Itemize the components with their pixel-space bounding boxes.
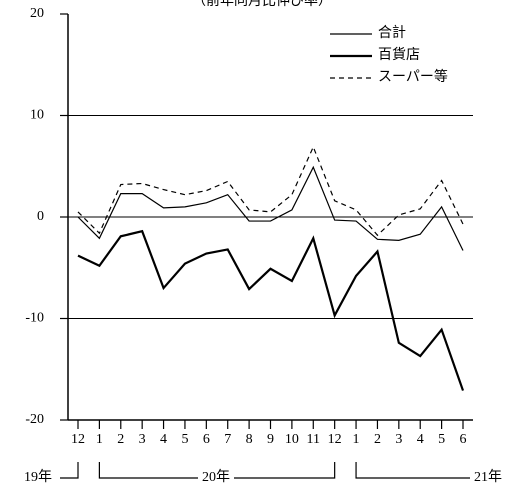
x-tick-label: 2 (374, 432, 381, 447)
x-tick-label: 12 (328, 432, 342, 447)
x-tick-label: 7 (224, 432, 231, 447)
series-line (77, 145, 464, 237)
y-tick-label: -10 (25, 311, 44, 326)
x-tick-label: 2 (117, 432, 124, 447)
group-label: 19年 (24, 469, 52, 485)
x-tick-label: 11 (307, 432, 320, 447)
x-tick-label: 9 (267, 432, 274, 447)
y-tick-label: 20 (30, 6, 44, 21)
group-label: 20年 (202, 469, 230, 485)
x-tick-label: 12 (71, 432, 85, 447)
x-tick-label: 3 (139, 432, 146, 447)
y-tick-label: -20 (25, 412, 44, 427)
group-bracket (60, 462, 79, 479)
x-tick-label: 6 (460, 432, 467, 447)
series-line (77, 229, 465, 391)
x-tick-label: 5 (438, 432, 445, 447)
group-bracket (355, 462, 470, 479)
group-label: 21年 (474, 469, 502, 485)
x-tick-label: 4 (417, 432, 424, 447)
legend-label: 合計 (378, 25, 406, 41)
legend-label: スーパー等 (378, 68, 448, 85)
x-tick-label: 5 (181, 432, 188, 447)
x-tick-label: 1 (353, 432, 360, 447)
x-tick-label: 3 (395, 432, 402, 447)
x-tick-label: 6 (203, 432, 210, 447)
legend-label: 百貨店 (378, 46, 420, 63)
y-tick-label: 10 (30, 108, 44, 123)
chart-title: （前年同月比伸び率） (192, 0, 332, 9)
group-bracket (98, 462, 336, 479)
y-tick-label: 0 (37, 209, 44, 224)
x-tick-label: 8 (246, 432, 253, 447)
x-tick-label: 4 (160, 432, 167, 447)
x-tick-label: 1 (96, 432, 103, 447)
x-tick-label: 10 (285, 432, 299, 447)
series-line (77, 165, 464, 251)
